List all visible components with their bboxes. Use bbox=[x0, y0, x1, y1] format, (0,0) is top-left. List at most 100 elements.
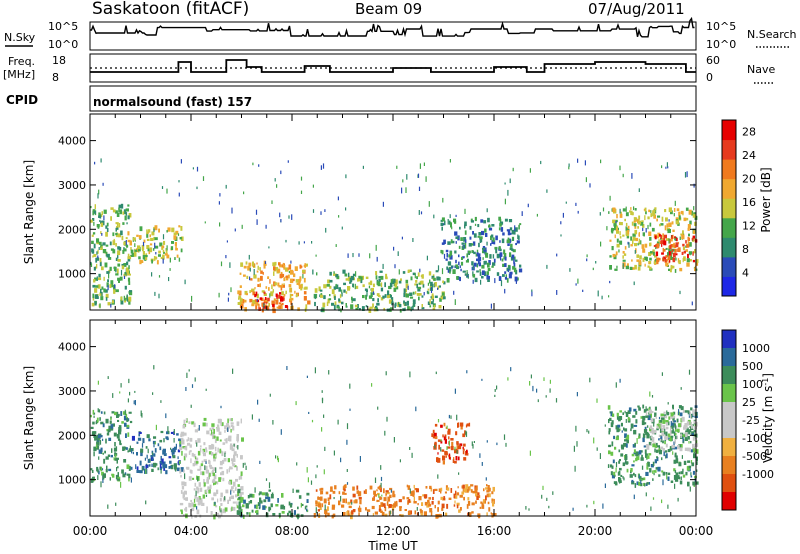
power-echo-cell bbox=[285, 267, 289, 272]
power-speckle-cell bbox=[577, 210, 579, 214]
velocity-echo-cell bbox=[684, 425, 687, 429]
velocity-echo-cell bbox=[231, 460, 234, 465]
power-echo-cell bbox=[333, 271, 335, 275]
power-echo-cell bbox=[163, 240, 166, 245]
power-speckle-cell bbox=[345, 207, 347, 211]
velocity-echo-cell bbox=[665, 443, 668, 448]
velocity-echo-cell bbox=[181, 485, 185, 490]
power-echo-cell bbox=[485, 252, 489, 258]
velocity-echo-cell bbox=[350, 514, 353, 520]
power-echo-cell bbox=[369, 280, 373, 286]
power-speckle-cell bbox=[396, 165, 398, 169]
power-echo-cell bbox=[445, 258, 448, 261]
velocity-echo-cell bbox=[665, 420, 669, 423]
power-echo-cell bbox=[388, 285, 392, 290]
power-echo-cell bbox=[261, 290, 264, 293]
power-echo-cell bbox=[289, 293, 292, 299]
power-echo-cell bbox=[451, 266, 453, 269]
velocity-speckle-cell bbox=[472, 444, 474, 449]
velocity-echo-cell bbox=[669, 431, 672, 436]
velocity-echo-cell bbox=[468, 486, 471, 491]
power-echo-cell bbox=[477, 224, 480, 228]
power-echo-cell bbox=[107, 257, 112, 260]
velocity-echo-cell bbox=[459, 494, 463, 498]
power-echo-cell bbox=[263, 291, 266, 295]
velocity-echo-cell bbox=[456, 504, 459, 509]
power-echo-cell bbox=[406, 300, 409, 306]
velocity-echo-cell bbox=[99, 417, 101, 421]
velocity-echo-cell bbox=[448, 436, 450, 440]
power-speckle-cell bbox=[633, 206, 635, 211]
power-echo-cell bbox=[404, 307, 406, 311]
power-speckle-cell bbox=[577, 278, 579, 284]
power-speckle-cell bbox=[546, 264, 548, 269]
velocity-echo-cell bbox=[453, 493, 456, 499]
power-echo-cell bbox=[174, 257, 176, 260]
velocity-echo-cell bbox=[106, 429, 109, 432]
velocity-echo-cell bbox=[220, 422, 222, 426]
velocity-echo-cell bbox=[689, 411, 691, 416]
velocity-echo-cell bbox=[442, 434, 444, 438]
velocity-speckle-cell bbox=[124, 409, 126, 416]
power-echo-cell bbox=[147, 229, 151, 233]
velocity-echo-cell bbox=[108, 468, 112, 472]
velocity-speckle-cell bbox=[196, 506, 198, 510]
velocity-echo-cell bbox=[444, 491, 447, 494]
power-echo-cell bbox=[668, 248, 671, 253]
velocity-echo-cell bbox=[690, 475, 693, 478]
velocity-echo-cell bbox=[643, 409, 647, 413]
velocity-echo-cell bbox=[695, 422, 698, 427]
power-speckle-cell bbox=[480, 279, 482, 285]
velocity-echo-cell bbox=[614, 446, 617, 450]
velocity-echo-cell bbox=[197, 487, 200, 493]
power-echo-cell bbox=[694, 267, 697, 272]
power-echo-cell bbox=[125, 237, 128, 240]
power-echo-cell bbox=[113, 289, 115, 294]
power-echo-cell bbox=[142, 248, 144, 252]
power-speckle-cell bbox=[679, 290, 681, 295]
power-echo-cell bbox=[465, 260, 469, 263]
power-echo-cell bbox=[494, 246, 498, 250]
velocity-echo-cell bbox=[668, 438, 672, 441]
velocity-echo-cell bbox=[221, 470, 225, 476]
velocity-echo-cell bbox=[486, 512, 488, 516]
power-echo-cell bbox=[112, 300, 114, 304]
power-echo-cell bbox=[649, 257, 652, 261]
velocity-echo-cell bbox=[157, 467, 159, 471]
cpid-label: CPID bbox=[6, 93, 38, 107]
velocity-echo-cell bbox=[184, 453, 188, 456]
power-colorbar-swatch bbox=[722, 198, 736, 219]
velocity-echo-cell bbox=[448, 456, 451, 460]
velocity-echo-cell bbox=[690, 472, 692, 476]
velocity-echo-cell bbox=[189, 437, 193, 442]
power-echo-cell bbox=[653, 245, 657, 248]
power-speckle-cell bbox=[96, 276, 98, 281]
velocity-echo-cell bbox=[384, 507, 387, 512]
velocity-echo-cell bbox=[664, 415, 668, 419]
velocity-echo-cell bbox=[179, 460, 181, 464]
velocity-echo-cell bbox=[202, 422, 206, 427]
power-echo-cell bbox=[167, 227, 171, 232]
power-speckle-cell bbox=[420, 211, 423, 215]
velocity-speckle-cell bbox=[604, 483, 606, 488]
velocity-echo-cell bbox=[199, 465, 202, 470]
power-echo-cell bbox=[622, 208, 626, 212]
velocity-echo-cell bbox=[108, 428, 112, 431]
power-echo-cell bbox=[662, 233, 664, 238]
velocity-echo-cell bbox=[343, 488, 346, 492]
velocity-echo-cell bbox=[619, 410, 622, 413]
power-speckle-cell bbox=[231, 207, 233, 214]
velocity-echo-cell bbox=[486, 484, 488, 487]
power-echo-cell bbox=[283, 293, 286, 297]
power-echo-cell bbox=[637, 242, 639, 246]
power-echo-cell bbox=[246, 275, 249, 279]
power-echo-cell bbox=[676, 237, 678, 242]
velocity-echo-cell bbox=[421, 502, 424, 506]
velocity-echo-cell bbox=[206, 430, 210, 435]
power-echo-cell bbox=[490, 243, 492, 246]
velocity-echo-cell bbox=[443, 436, 446, 441]
velocity-speckle-cell bbox=[658, 416, 661, 420]
velocity-speckle-cell bbox=[119, 391, 121, 394]
velocity-echo-cell bbox=[634, 474, 637, 478]
velocity-echo-cell bbox=[191, 502, 194, 507]
